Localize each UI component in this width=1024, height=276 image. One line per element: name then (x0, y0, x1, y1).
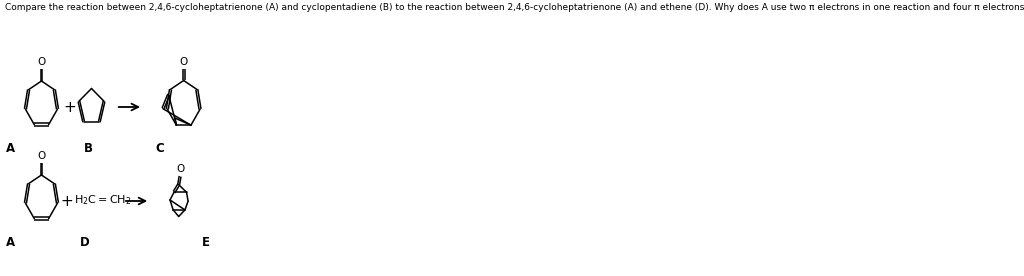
Text: A: A (6, 236, 14, 249)
Text: +: + (62, 100, 76, 115)
Text: O: O (179, 57, 187, 67)
Text: E: E (202, 236, 210, 249)
Text: Compare the reaction between 2,4,6-cycloheptatrienone (A) and cyclopentadiene (B: Compare the reaction between 2,4,6-cyclo… (5, 3, 1024, 12)
Text: O: O (37, 57, 46, 67)
Text: O: O (37, 150, 46, 161)
Text: +: + (60, 193, 73, 208)
Text: D: D (80, 236, 90, 249)
Text: O: O (177, 164, 185, 174)
Text: B: B (84, 142, 93, 155)
Text: C: C (156, 142, 165, 155)
Text: H$_2$C$=$CH$_2$: H$_2$C$=$CH$_2$ (75, 193, 132, 207)
Text: A: A (6, 142, 14, 155)
